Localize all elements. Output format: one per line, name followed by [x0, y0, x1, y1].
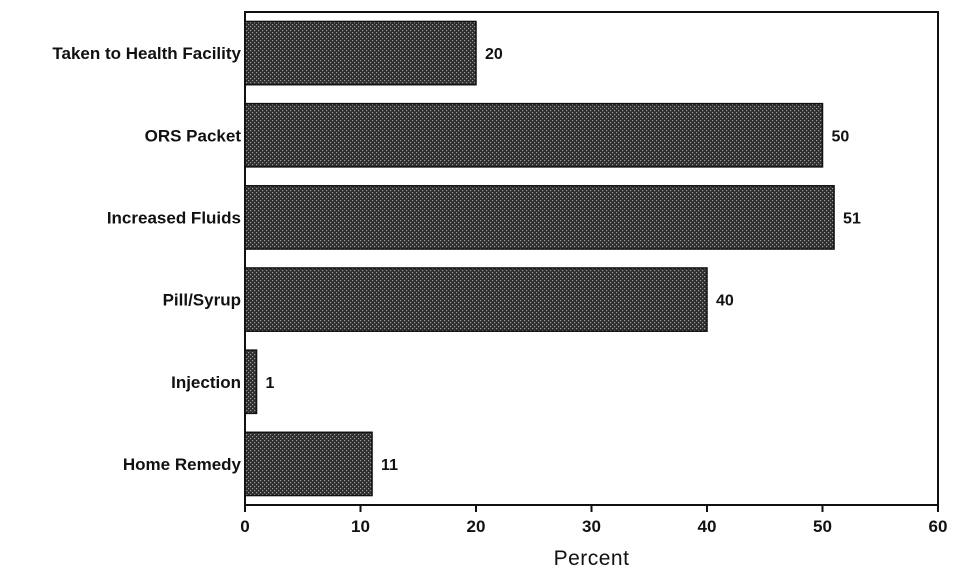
- x-tick-label-4: 40: [698, 517, 717, 536]
- bar-5: [244, 431, 373, 497]
- x-tick-label-5: 50: [813, 517, 832, 536]
- bar-3: [244, 267, 708, 332]
- value-label-1: 50: [832, 128, 850, 145]
- x-tick-label-0: 0: [240, 517, 249, 536]
- category-label-3: Pill/Syrup: [163, 291, 241, 310]
- category-label-4: Injection: [171, 373, 241, 392]
- x-tick-label-2: 20: [467, 517, 486, 536]
- category-label-0: Taken to Health Facility: [52, 44, 241, 63]
- x-tick-label-3: 30: [582, 517, 601, 536]
- category-label-2: Increased Fluids: [107, 208, 241, 227]
- category-label-5: Home Remedy: [123, 455, 242, 474]
- bar-1: [244, 102, 824, 168]
- bar-4: [244, 349, 258, 415]
- value-label-5: 11: [381, 457, 398, 474]
- value-label-3: 40: [716, 293, 734, 310]
- plot-frame: [244, 11, 939, 506]
- bars-group: [244, 20, 835, 497]
- x-tick-label-1: 10: [351, 517, 370, 536]
- category-labels: Taken to Health Facility ORS Packet Increa…: [52, 44, 241, 474]
- x-axis-title: Percent: [554, 547, 630, 570]
- bar-0: [244, 20, 477, 86]
- value-label-2: 51: [843, 210, 861, 227]
- x-tick-label-6: 60: [929, 517, 948, 536]
- category-label-1: ORS Packet: [145, 126, 242, 145]
- value-label-0: 20: [485, 46, 503, 63]
- value-label-4: 1: [266, 375, 275, 392]
- x-axis-ticks: 0 10 20 30 40 50 60: [240, 505, 947, 536]
- bar-2: [244, 185, 835, 250]
